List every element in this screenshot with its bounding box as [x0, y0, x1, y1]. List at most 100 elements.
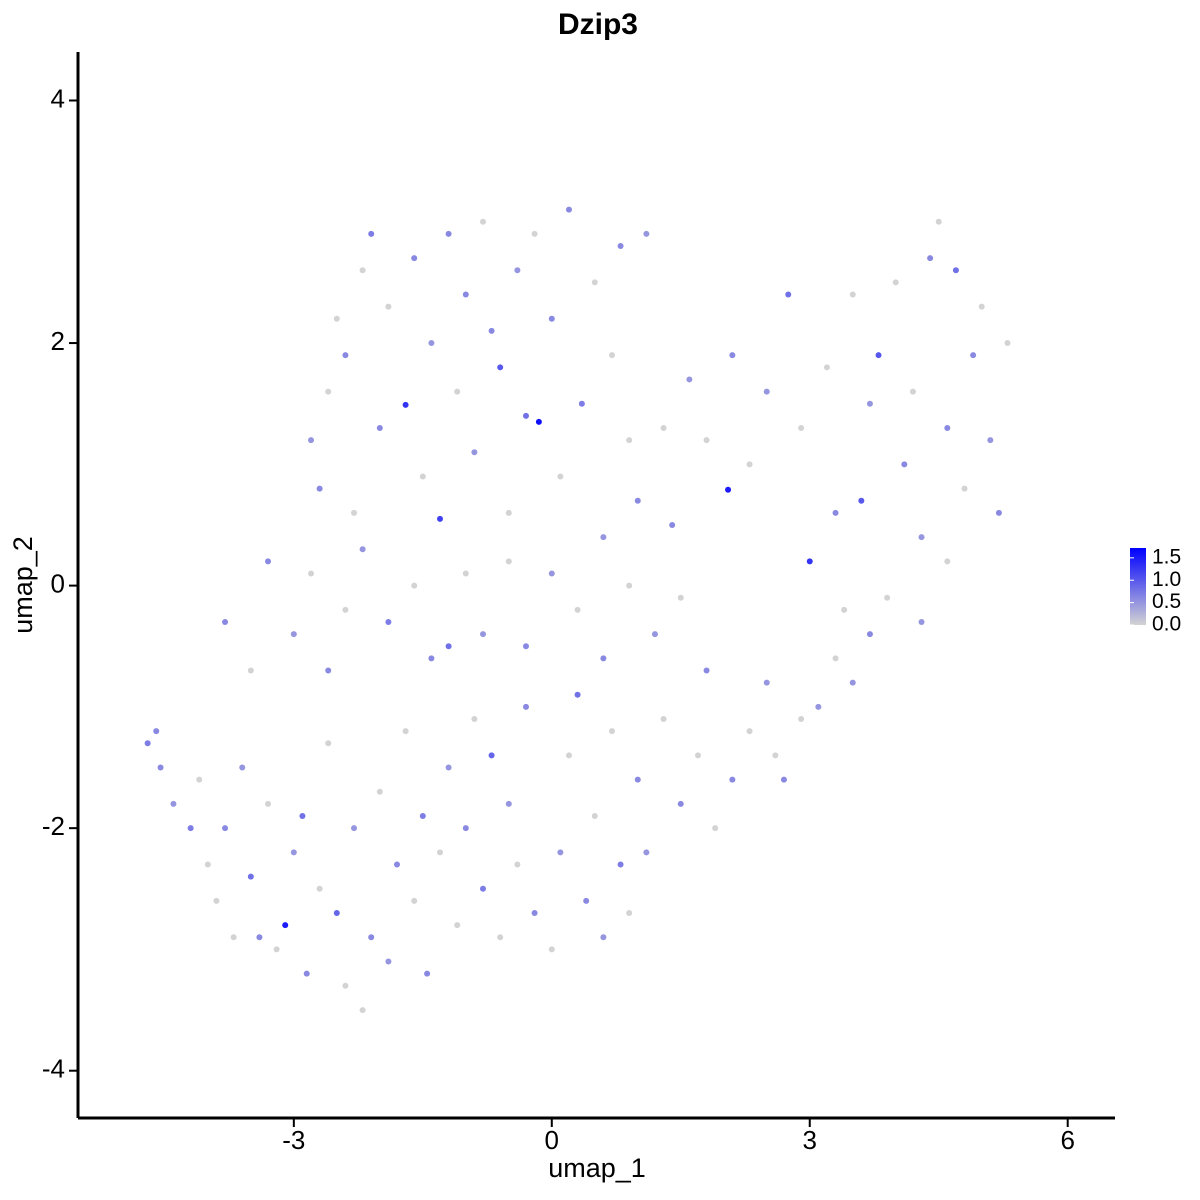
point	[419, 473, 426, 480]
point	[462, 291, 469, 298]
point	[428, 655, 435, 662]
x-tick-label: 3	[803, 1125, 817, 1155]
point	[987, 437, 994, 444]
point	[471, 716, 478, 723]
point	[583, 897, 590, 904]
point	[970, 352, 977, 359]
point	[746, 461, 753, 468]
point	[428, 340, 435, 347]
point	[445, 230, 452, 237]
point	[806, 558, 813, 565]
point	[995, 509, 1002, 516]
point	[333, 910, 340, 917]
y-tick-label: 2	[51, 326, 65, 356]
point	[798, 716, 805, 723]
chart-title: Dzip3	[558, 8, 638, 41]
point	[901, 461, 908, 468]
point	[308, 570, 315, 577]
colorbar-tick-label: 1.5	[1152, 545, 1181, 568]
colorbar-tick-label: 1.0	[1152, 568, 1181, 591]
point	[677, 594, 684, 601]
point	[368, 934, 375, 941]
x-tick-label: 0	[545, 1125, 559, 1155]
point	[479, 218, 486, 225]
point	[694, 752, 701, 759]
point	[196, 776, 203, 783]
point	[359, 267, 366, 274]
point	[419, 813, 426, 820]
point	[600, 934, 607, 941]
point	[944, 558, 951, 565]
x-axis-label: umap_1	[548, 1153, 646, 1183]
colorbar-tick-label: 0.0	[1152, 613, 1181, 636]
point	[247, 667, 254, 674]
point	[531, 910, 538, 917]
point	[634, 497, 641, 504]
point	[454, 922, 461, 929]
point	[505, 558, 512, 565]
point	[247, 873, 254, 880]
y-axis-label: umap_2	[8, 536, 38, 634]
point	[557, 473, 564, 480]
point	[514, 861, 521, 868]
point	[725, 486, 732, 493]
point	[626, 582, 633, 589]
point	[548, 946, 555, 953]
point	[660, 424, 667, 431]
point	[462, 570, 469, 577]
point	[660, 716, 667, 723]
point	[402, 728, 409, 735]
point	[488, 752, 495, 759]
point	[531, 230, 538, 237]
point	[411, 897, 418, 904]
point	[884, 594, 891, 601]
point	[548, 315, 555, 322]
point	[385, 303, 392, 310]
point	[866, 400, 873, 407]
point	[445, 764, 452, 771]
point	[892, 279, 899, 286]
point	[522, 412, 529, 419]
point	[626, 910, 633, 917]
point	[918, 534, 925, 541]
point	[591, 813, 598, 820]
point	[669, 521, 676, 528]
point	[591, 279, 598, 286]
point	[686, 376, 693, 383]
point	[359, 1007, 366, 1014]
point	[600, 655, 607, 662]
point	[565, 206, 572, 213]
point	[157, 764, 164, 771]
point	[368, 230, 375, 237]
point	[935, 218, 942, 225]
point	[557, 849, 564, 856]
point	[505, 509, 512, 516]
x-tick-label: -3	[282, 1125, 305, 1155]
point	[308, 437, 315, 444]
point	[325, 388, 332, 395]
point	[858, 497, 865, 504]
point	[479, 885, 486, 892]
point	[600, 534, 607, 541]
x-tick-label: 6	[1060, 1125, 1074, 1155]
point	[303, 970, 310, 977]
point	[445, 643, 452, 650]
point	[677, 800, 684, 807]
point	[780, 776, 787, 783]
point	[385, 958, 392, 965]
point	[746, 728, 753, 735]
point	[222, 825, 229, 832]
point	[230, 934, 237, 941]
y-tick-label: -4	[42, 1054, 65, 1084]
point	[772, 752, 779, 759]
point	[763, 388, 770, 395]
point	[712, 825, 719, 832]
point	[927, 255, 934, 262]
point	[376, 424, 383, 431]
point	[204, 861, 211, 868]
point	[651, 631, 658, 638]
point	[187, 825, 194, 832]
point	[535, 418, 542, 425]
point	[849, 679, 856, 686]
point	[634, 776, 641, 783]
